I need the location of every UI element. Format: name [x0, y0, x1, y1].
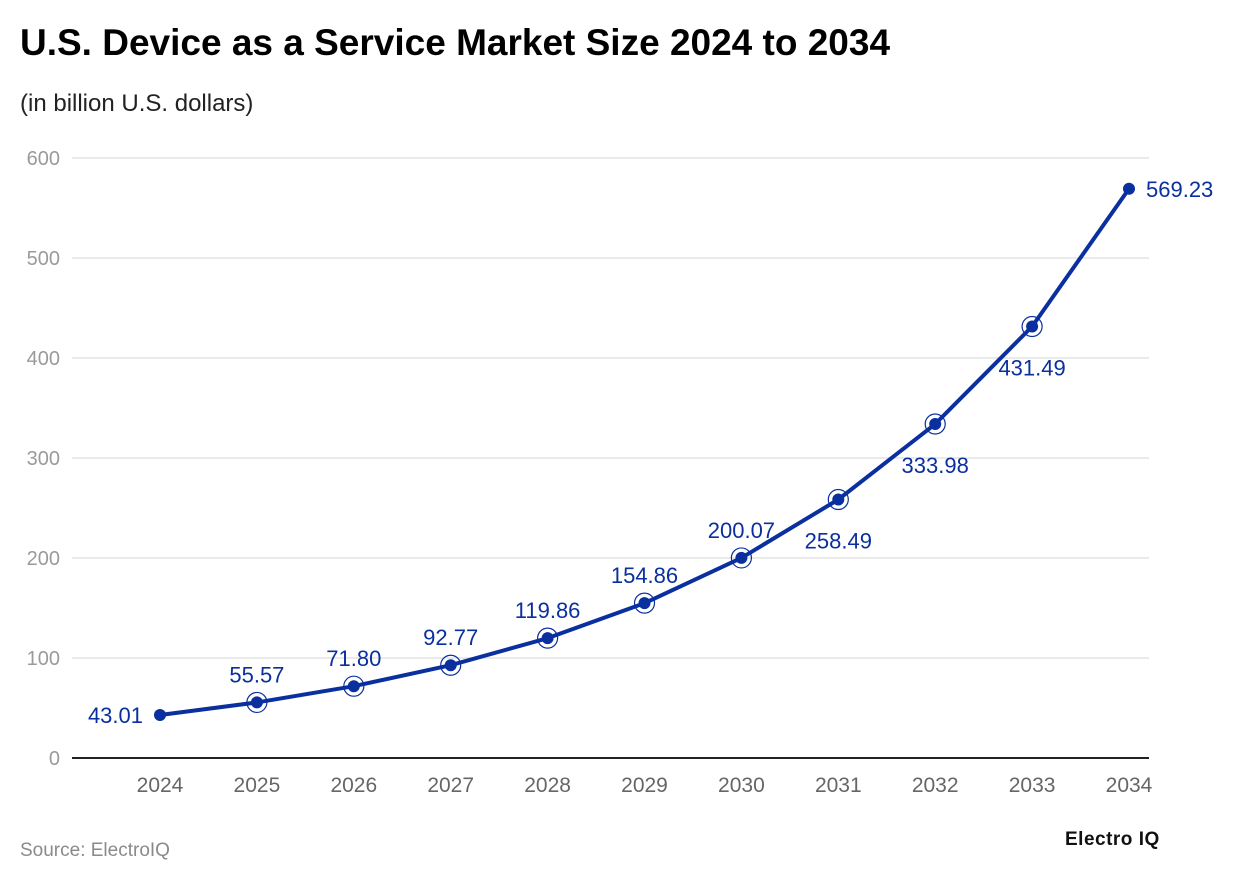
x-tick-label: 2032	[912, 774, 959, 797]
chart-title: U.S. Device as a Service Market Size 202…	[20, 22, 891, 63]
data-point-ring	[827, 488, 849, 511]
data-label: 119.86	[515, 598, 581, 623]
x-tick-label: 2033	[1009, 774, 1056, 797]
y-tick-label: 500	[27, 248, 60, 270]
data-point	[929, 418, 942, 431]
x-tick-label: 2028	[524, 774, 571, 797]
y-tick-label: 300	[27, 448, 60, 470]
source-note: Source: ElectroIQ	[20, 840, 170, 861]
x-tick-label: 2034	[1106, 774, 1153, 797]
data-label: 43.01	[88, 703, 143, 728]
data-point-ring	[246, 691, 268, 714]
data-point-ring	[1021, 315, 1043, 338]
data-point	[347, 680, 360, 693]
data-label: 92.77	[423, 625, 478, 650]
y-tick-label: 600	[27, 148, 60, 170]
data-label: 258.49	[805, 529, 872, 554]
data-label: 154.86	[611, 563, 678, 588]
data-label: 71.80	[326, 646, 381, 671]
x-tick-label: 2030	[718, 774, 765, 797]
y-tick-label: 200	[27, 548, 60, 570]
data-point	[1123, 182, 1135, 195]
chart-subtitle: (in billion U.S. dollars)	[20, 90, 254, 117]
data-point	[735, 551, 748, 564]
data-point	[832, 493, 845, 506]
x-tick-label: 2025	[234, 774, 281, 797]
data-point-ring	[343, 675, 365, 697]
data-label: 333.98	[902, 453, 969, 478]
y-tick-label: 100	[27, 648, 60, 670]
data-point-ring	[924, 413, 946, 435]
data-point-ring	[536, 627, 559, 649]
data-point	[541, 632, 554, 645]
data-point	[1026, 320, 1039, 333]
data-label: 431.49	[998, 356, 1065, 381]
y-tick-label: 400	[27, 348, 60, 370]
x-tick-label: 2031	[815, 774, 862, 797]
data-label: 569.23	[1146, 177, 1213, 202]
data-label: 200.07	[708, 518, 775, 543]
brand-logo: Electro IQ	[1065, 829, 1160, 850]
x-tick-label: 2026	[330, 774, 377, 797]
x-tick-label: 2027	[427, 774, 474, 797]
series-line	[159, 187, 1131, 717]
data-point-ring	[730, 547, 753, 569]
data-point	[638, 597, 651, 610]
data-point	[154, 708, 166, 721]
data-point	[250, 696, 263, 709]
y-tick-label: 0	[49, 748, 60, 770]
x-tick-label: 2024	[137, 774, 184, 797]
data-point-ring	[440, 654, 462, 676]
x-tick-label: 2029	[621, 774, 668, 797]
data-point-ring	[633, 592, 656, 614]
data-point	[444, 659, 457, 672]
data-label: 55.57	[229, 662, 284, 687]
